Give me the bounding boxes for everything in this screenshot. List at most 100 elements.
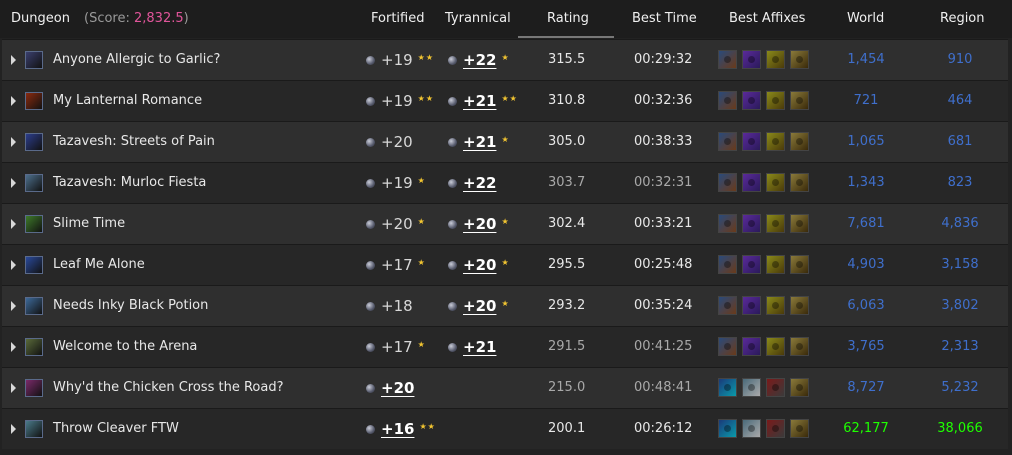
spiteful-icon[interactable]: [742, 255, 761, 274]
world-rank[interactable]: 1,454: [847, 52, 885, 67]
fortified-icon[interactable]: [718, 419, 737, 438]
best-affixes: [718, 214, 814, 233]
spiteful-icon[interactable]: [742, 132, 761, 151]
header-world[interactable]: World: [847, 11, 885, 26]
header-dungeon[interactable]: Dungeon: [11, 11, 70, 26]
table-row[interactable]: Why'd the Chicken Cross the Road? +20 215.…: [2, 367, 1008, 408]
expand-caret-icon[interactable]: [11, 219, 16, 229]
header-best-time[interactable]: Best Time: [632, 11, 697, 26]
world-rank[interactable]: 7,681: [847, 216, 885, 231]
sanguine-icon[interactable]: [742, 378, 761, 397]
necrotic-icon[interactable]: [766, 378, 785, 397]
dungeon-name[interactable]: Throw Cleaver FTW: [53, 421, 179, 436]
expand-caret-icon[interactable]: [11, 424, 16, 434]
bursting-icon[interactable]: [790, 378, 809, 397]
raging-icon[interactable]: [766, 296, 785, 315]
expand-caret-icon[interactable]: [11, 260, 16, 270]
world-rank[interactable]: 8,727: [847, 380, 885, 395]
world-rank[interactable]: 4,903: [847, 257, 885, 272]
world-rank[interactable]: 3,765: [847, 339, 885, 354]
dungeon-name[interactable]: Welcome to the Arena: [53, 339, 198, 354]
table-row[interactable]: Welcome to the Arena +17 ★ +21 291.5 00:41:25…: [2, 326, 1008, 367]
table-row[interactable]: Tazavesh: Murloc Fiesta +19 ★ +22 303.7 00:32…: [2, 162, 1008, 203]
table-row[interactable]: Needs Inky Black Potion +18 +20 ★ 293.2 00:35…: [2, 285, 1008, 326]
header-region[interactable]: Region: [940, 11, 985, 26]
expand-caret-icon[interactable]: [11, 301, 16, 311]
sanguine-icon[interactable]: [742, 419, 761, 438]
table-row[interactable]: Tazavesh: Streets of Pain +20 +21 ★ 305.0 00:…: [2, 121, 1008, 162]
tyrannical-icon[interactable]: [718, 132, 737, 151]
bursting-icon[interactable]: [790, 255, 809, 274]
dungeon-name[interactable]: Anyone Allergic to Garlic?: [53, 52, 221, 67]
expand-caret-icon[interactable]: [11, 383, 16, 393]
header-fortified[interactable]: Fortified: [371, 11, 425, 26]
spiteful-icon[interactable]: [742, 296, 761, 315]
world-rank[interactable]: 6,063: [847, 298, 885, 313]
world-rank[interactable]: 1,343: [847, 175, 885, 190]
fortified-key: +20: [366, 379, 414, 397]
dungeon-name[interactable]: Leaf Me Alone: [53, 257, 145, 272]
expand-caret-icon[interactable]: [11, 178, 16, 188]
spiteful-icon[interactable]: [742, 337, 761, 356]
header-rating[interactable]: Rating: [547, 11, 589, 26]
region-rank[interactable]: 2,313: [941, 339, 979, 354]
table-row[interactable]: Anyone Allergic to Garlic? +19 ★★ +22 ★ 315.5…: [2, 39, 1008, 80]
spiteful-icon[interactable]: [742, 50, 761, 69]
expand-caret-icon[interactable]: [11, 342, 16, 352]
region-rank[interactable]: 38,066: [937, 421, 983, 436]
dungeon-name[interactable]: Needs Inky Black Potion: [53, 298, 209, 313]
table-row[interactable]: Slime Time +20 ★ +20 ★ 302.4 00:33:21 7,681 4,83…: [2, 203, 1008, 244]
raging-icon[interactable]: [766, 214, 785, 233]
region-rank[interactable]: 5,232: [941, 380, 979, 395]
dungeon-name[interactable]: My Lanternal Romance: [53, 93, 203, 108]
tyrannical-icon[interactable]: [718, 214, 737, 233]
bursting-icon[interactable]: [790, 132, 809, 151]
raging-icon[interactable]: [766, 255, 785, 274]
bursting-icon[interactable]: [790, 419, 809, 438]
region-rank[interactable]: 681: [947, 134, 973, 149]
bursting-icon[interactable]: [790, 91, 809, 110]
raging-icon[interactable]: [766, 50, 785, 69]
bursting-icon[interactable]: [790, 337, 809, 356]
spiteful-icon[interactable]: [742, 214, 761, 233]
world-rank[interactable]: 721: [853, 93, 879, 108]
tyrannical-icon[interactable]: [718, 50, 737, 69]
expand-caret-icon[interactable]: [11, 137, 16, 147]
dungeon-name[interactable]: Tazavesh: Streets of Pain: [53, 134, 215, 149]
raging-icon[interactable]: [766, 173, 785, 192]
dungeon-name[interactable]: Slime Time: [53, 216, 126, 231]
table-row[interactable]: My Lanternal Romance +19 ★★ +21 ★★ 310.8 00:32…: [2, 80, 1008, 121]
dungeon-name[interactable]: Why'd the Chicken Cross the Road?: [53, 380, 284, 395]
bursting-icon[interactable]: [790, 173, 809, 192]
raging-icon[interactable]: [766, 132, 785, 151]
raging-icon[interactable]: [766, 337, 785, 356]
fortified-icon[interactable]: [718, 378, 737, 397]
region-rank[interactable]: 823: [947, 175, 973, 190]
tyrannical-icon[interactable]: [718, 173, 737, 192]
tyrannical-icon[interactable]: [718, 91, 737, 110]
raging-icon[interactable]: [766, 91, 785, 110]
region-rank[interactable]: 4,836: [941, 216, 979, 231]
expand-caret-icon[interactable]: [11, 96, 16, 106]
spiteful-icon[interactable]: [742, 173, 761, 192]
region-rank[interactable]: 464: [947, 93, 973, 108]
necrotic-icon[interactable]: [766, 419, 785, 438]
table-row[interactable]: Leaf Me Alone +17 ★ +20 ★ 295.5 00:25:48 4,903 3…: [2, 244, 1008, 285]
region-rank[interactable]: 3,802: [941, 298, 979, 313]
table-row[interactable]: Throw Cleaver FTW +16 ★★ 200.1 00:26:12 62,17…: [2, 408, 1008, 449]
bursting-icon[interactable]: [790, 296, 809, 315]
spiteful-icon[interactable]: [742, 91, 761, 110]
header-tyrannical[interactable]: Tyrannical: [445, 11, 511, 26]
tyrannical-icon[interactable]: [718, 337, 737, 356]
tyrannical-icon[interactable]: [718, 296, 737, 315]
dungeon-name[interactable]: Tazavesh: Murloc Fiesta: [53, 175, 207, 190]
tyrannical-icon[interactable]: [718, 255, 737, 274]
region-rank[interactable]: 3,158: [941, 257, 979, 272]
bursting-icon[interactable]: [790, 50, 809, 69]
world-rank[interactable]: 1,065: [847, 134, 885, 149]
header-best-affixes[interactable]: Best Affixes: [729, 11, 806, 26]
expand-caret-icon[interactable]: [11, 55, 16, 65]
bursting-icon[interactable]: [790, 214, 809, 233]
world-rank[interactable]: 62,177: [843, 421, 889, 436]
region-rank[interactable]: 910: [947, 52, 973, 67]
